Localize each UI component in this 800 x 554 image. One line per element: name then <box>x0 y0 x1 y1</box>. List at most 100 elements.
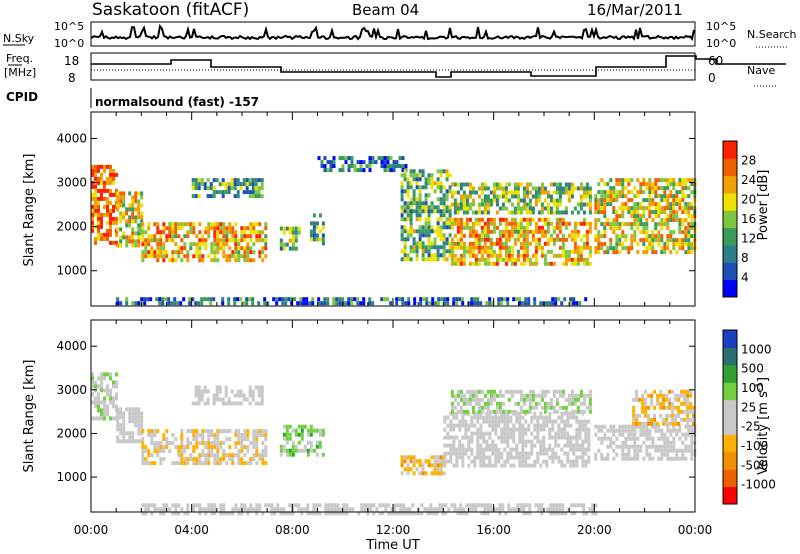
echo-cell <box>409 173 413 178</box>
echo-cell <box>227 401 231 406</box>
echo-cell <box>549 210 553 215</box>
echo-cell <box>456 190 460 195</box>
echo-cell <box>462 194 466 199</box>
echo-cell <box>683 389 687 394</box>
echo-cell <box>465 503 469 508</box>
echo-cell <box>558 202 562 207</box>
echo-cell <box>272 297 276 302</box>
echo-cell <box>645 206 649 211</box>
echo-cell <box>140 423 144 428</box>
echo-cell <box>125 223 129 228</box>
echo-cell <box>182 297 186 302</box>
echo-cell <box>318 237 322 242</box>
echo-cell <box>177 250 181 255</box>
echo-cell <box>468 186 472 191</box>
echo-cell <box>494 419 498 424</box>
echo-cell <box>582 241 586 246</box>
echo-cell <box>477 245 481 250</box>
echo-cell <box>485 455 489 460</box>
echo-cell <box>549 233 553 238</box>
echo-cell <box>456 261 460 266</box>
echo-cell <box>134 195 138 200</box>
echo-cell <box>258 453 262 458</box>
echo-cell <box>684 178 688 183</box>
echo-cell <box>97 208 100 213</box>
echo-cell <box>597 198 601 203</box>
echo-cell <box>194 178 198 183</box>
echo-cell <box>480 225 484 230</box>
echo-cell <box>483 393 487 398</box>
echo-cell <box>459 389 463 394</box>
echo-cell <box>600 206 604 211</box>
echo-cell <box>521 455 525 460</box>
echo-cell <box>128 191 132 196</box>
echo-cell <box>567 233 571 238</box>
echo-cell <box>576 249 580 254</box>
echo-cell <box>642 238 646 243</box>
echo-cell <box>564 405 568 410</box>
echo-cell <box>231 238 235 243</box>
echo-cell <box>439 201 443 206</box>
echo-cell <box>353 164 357 169</box>
echo-cell <box>183 461 187 466</box>
echo-cell <box>318 511 322 516</box>
echo-cell <box>516 229 520 234</box>
echo-cell <box>234 433 238 438</box>
echo-cell <box>350 297 354 302</box>
echo-cell <box>518 415 522 420</box>
echo-cell <box>387 511 391 516</box>
echo-cell <box>528 507 532 512</box>
echo-cell <box>558 405 562 410</box>
echo-cell <box>546 202 550 207</box>
echo-cell <box>131 439 135 444</box>
echo-cell <box>430 253 434 258</box>
echo-cell <box>603 214 607 219</box>
echo-cell <box>206 186 210 191</box>
echo-cell <box>645 226 649 231</box>
echo-cell <box>633 440 637 445</box>
echo-cell <box>654 428 658 433</box>
echo-cell <box>406 213 410 218</box>
echo-cell <box>456 206 460 211</box>
echo-cell <box>533 411 537 416</box>
echo-cell <box>558 245 562 250</box>
echo-cell <box>480 253 484 258</box>
echo-cell <box>678 182 682 187</box>
echo-cell <box>103 196 106 201</box>
echo-cell <box>618 250 622 255</box>
echo-cell <box>324 503 328 508</box>
echo-cell <box>243 230 247 235</box>
echo-cell <box>252 441 256 446</box>
echo-cell <box>462 233 466 238</box>
echo-cell <box>675 452 679 457</box>
echo-cell <box>606 428 610 433</box>
echo-cell <box>624 428 628 433</box>
echo-cell <box>654 222 658 227</box>
echo-cell <box>669 210 673 215</box>
echo-cell <box>674 413 678 418</box>
echo-cell <box>516 190 520 195</box>
echo-cell <box>536 427 540 432</box>
echo-cell <box>639 424 643 429</box>
echo-cell <box>399 511 403 516</box>
echo-cell <box>122 411 126 416</box>
echo-cell <box>474 397 478 402</box>
echo-cell <box>516 186 520 191</box>
echo-cell <box>554 443 558 448</box>
echo-cell <box>567 253 571 258</box>
echo-cell <box>442 241 446 246</box>
echo-cell <box>588 261 592 266</box>
echo-cell <box>427 205 431 210</box>
echo-cell <box>516 257 520 262</box>
echo-cell <box>555 186 559 191</box>
echo-cell <box>563 297 567 302</box>
echo-cell <box>461 451 465 456</box>
echo-cell <box>483 233 487 238</box>
echo-cell <box>606 452 610 457</box>
echo-cell <box>522 503 526 508</box>
echo-cell <box>567 393 571 398</box>
echo-cell <box>635 389 639 394</box>
echo-cell <box>594 238 598 243</box>
echo-cell <box>219 230 223 235</box>
echo-cell <box>306 428 310 433</box>
